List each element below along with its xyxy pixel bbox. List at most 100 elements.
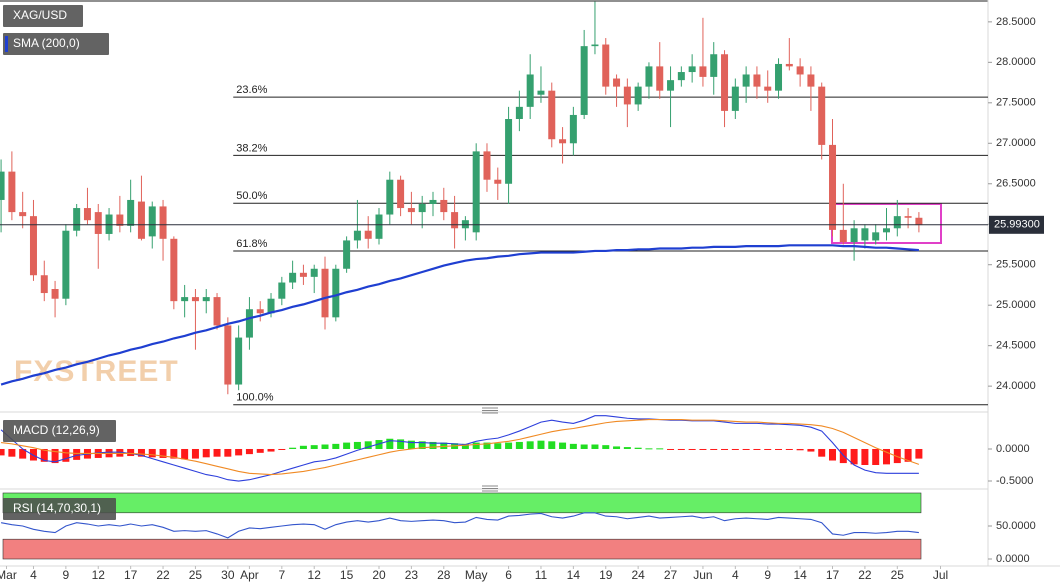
y-tick-label: 26.5000 <box>996 178 1036 190</box>
candle-body <box>159 206 167 239</box>
candle-body <box>94 212 102 234</box>
candle-body <box>807 74 815 87</box>
histogram-bar <box>332 443 340 449</box>
x-tick-label: 11 <box>535 568 548 582</box>
histogram-bar <box>148 448 156 458</box>
histogram-bar <box>343 442 351 449</box>
candle-body <box>353 230 361 241</box>
candle-body <box>224 325 232 385</box>
candle-body <box>829 144 837 230</box>
y-tick-label: 0.0000 <box>996 443 1030 455</box>
candle-body <box>721 54 729 111</box>
y-tick-label: 27.0000 <box>996 137 1036 149</box>
candle-body <box>299 272 307 277</box>
candle-body <box>202 297 210 302</box>
histogram-bar <box>829 448 837 461</box>
rsi-line <box>0 512 919 539</box>
y-tick-label: 0.0000 <box>996 553 1030 565</box>
histogram-bar <box>785 448 793 450</box>
candle-body <box>40 275 48 294</box>
resize-handle[interactable] <box>482 485 498 492</box>
candle-body <box>742 74 750 87</box>
histogram-bar <box>602 445 610 449</box>
candle-body <box>137 201 145 239</box>
candle-body <box>515 106 523 119</box>
x-tick-label: 15 <box>340 568 354 582</box>
candle-body <box>580 46 588 115</box>
histogram-bar <box>537 440 545 449</box>
histogram-bar <box>872 448 880 465</box>
candle-body <box>429 199 437 204</box>
y-tick-label: 24.5000 <box>996 340 1036 352</box>
candle-body <box>785 63 793 67</box>
y-tick-label: 25.0000 <box>996 299 1036 311</box>
histogram-bar <box>656 448 664 450</box>
histogram-bar <box>850 448 858 465</box>
candle-body <box>623 86 631 105</box>
histogram-bar <box>429 441 437 449</box>
histogram-bar <box>364 441 372 449</box>
histogram-bar <box>623 447 631 449</box>
histogram-bar <box>461 443 469 449</box>
x-tick-label: 22 <box>156 568 170 582</box>
legend-label: SMA (200,0) <box>13 36 80 50</box>
x-tick-label: 30 <box>221 568 235 582</box>
histogram-bar <box>893 448 901 464</box>
histogram-bar <box>0 448 5 456</box>
indicator-line <box>0 415 919 482</box>
histogram-bar <box>191 448 199 459</box>
x-tick-label: 22 <box>858 568 872 582</box>
resize-handle[interactable] <box>482 407 498 414</box>
histogram-bar <box>483 442 491 449</box>
candle-body <box>872 232 880 241</box>
candle-body <box>148 206 156 237</box>
candle-body <box>407 208 415 213</box>
histogram-bar <box>127 448 135 457</box>
histogram-bar <box>818 448 826 457</box>
candle-body <box>634 86 642 105</box>
histogram-bar <box>213 448 221 457</box>
x-tick-label: 4 <box>30 568 37 582</box>
candle-body <box>343 240 351 269</box>
histogram-bar <box>677 448 685 450</box>
legend-box <box>3 5 83 27</box>
histogram-bar <box>256 448 264 453</box>
candle-body <box>893 216 901 229</box>
candle-body <box>548 90 556 140</box>
histogram-bar <box>353 441 361 449</box>
x-tick-label: 9 <box>63 568 70 582</box>
candle-body <box>505 119 513 184</box>
x-tick-label: 24 <box>631 568 645 582</box>
candle-body <box>267 298 275 314</box>
histogram-bar <box>159 448 167 458</box>
candle-body <box>764 86 772 91</box>
histogram-bar <box>245 448 253 455</box>
y-tick-label: 28.0000 <box>996 56 1036 68</box>
candle-body <box>440 199 448 213</box>
candle-body <box>170 238 178 302</box>
histogram-bar <box>526 441 534 449</box>
histogram-bar <box>321 444 329 449</box>
histogram-bar <box>580 444 588 449</box>
x-tick-label: 17 <box>826 568 840 582</box>
candle-body <box>235 337 243 385</box>
histogram-bar <box>289 447 297 449</box>
candle-body <box>537 90 545 95</box>
candle-body <box>418 204 426 213</box>
histogram-bar <box>73 448 81 460</box>
candle-body <box>191 297 199 302</box>
x-tick-label: 17 <box>124 568 138 582</box>
histogram-bar <box>807 448 815 452</box>
candle-body <box>904 216 912 218</box>
histogram-bar <box>8 448 16 457</box>
histogram-bar <box>181 448 189 460</box>
histogram-bar <box>515 441 523 449</box>
y-tick-label: 50.0000 <box>996 520 1036 532</box>
candle-body <box>472 151 480 233</box>
last-price-box <box>989 215 1044 234</box>
x-tick-label: 6 <box>505 568 512 582</box>
legend-box <box>3 420 116 442</box>
candle-body <box>364 230 372 239</box>
candle-body <box>796 66 804 75</box>
histogram-bar <box>861 448 869 465</box>
